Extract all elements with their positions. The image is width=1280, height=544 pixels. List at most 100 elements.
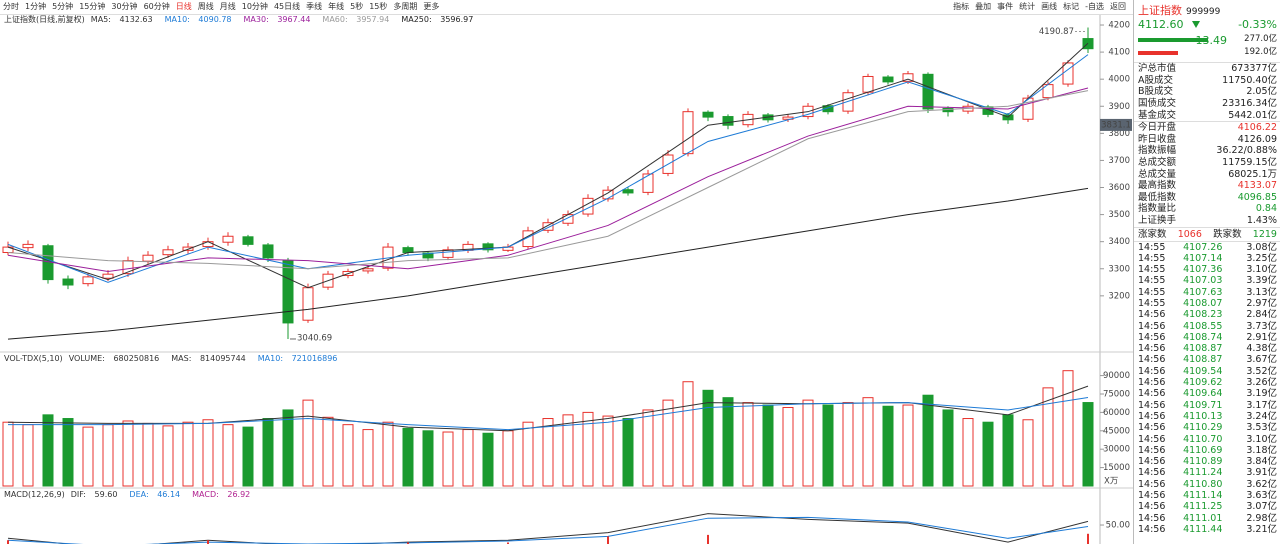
candle-body [262, 244, 274, 259]
tool-button[interactable]: 返回 [1110, 2, 1126, 11]
stat-row: 基金成交 5442.01亿 [1134, 110, 1280, 122]
volume-bar [22, 424, 34, 487]
tool-button[interactable]: -自选 [1085, 2, 1104, 11]
y-tick-label: 45000 [1103, 426, 1130, 436]
tick-price: 4109.64 [1183, 388, 1223, 400]
stat-label: 最低指数 [1138, 191, 1177, 203]
legend-entry: MAS 814095744 [171, 354, 252, 363]
candle-body [982, 106, 994, 115]
volume-bar [662, 399, 674, 487]
tick-time: 14:56 [1138, 399, 1166, 411]
volume-bar [362, 429, 374, 487]
candle-body [722, 116, 734, 126]
period-tab[interactable]: 更多 [423, 2, 440, 11]
period-tab[interactable]: 分时 [3, 2, 19, 11]
stat-value: 11750.40亿 [1222, 74, 1277, 86]
period-tab[interactable]: 多周期 [393, 2, 418, 11]
period-tab[interactable]: 30分钟 [111, 2, 138, 11]
legend-name: MA10 [165, 15, 193, 24]
index-code: 999999 [1186, 7, 1221, 17]
stat-value: 23316.34亿 [1222, 97, 1277, 109]
candle-body [162, 249, 174, 256]
flow-value: 277.0亿 [1244, 34, 1277, 44]
volume-bar [1002, 414, 1014, 487]
trade-tick-row: 14:56 4110.80 3.62亿 [1134, 479, 1280, 490]
legend-entry: VOLUME 680250816 [69, 354, 166, 363]
tick-time: 14:56 [1138, 320, 1166, 332]
stat-value: 673377亿 [1231, 63, 1277, 75]
stat-label: 沪总市值 [1138, 63, 1177, 75]
volume-legend: VOL-TDX(5,10) VOLUME 680250816 MAS 814095744… [4, 354, 349, 363]
volume-bar [342, 424, 354, 487]
legend-value: 721016896 [291, 354, 338, 363]
period-tab[interactable]: 周线 [197, 2, 214, 11]
stat-label: 总成交量 [1138, 168, 1177, 180]
legend-name: MACD [192, 490, 221, 499]
tick-price: 4110.89 [1183, 456, 1223, 468]
trade-tick-row: 14:56 4108.87 3.67亿 [1134, 354, 1280, 365]
tick-time: 14:56 [1138, 410, 1166, 422]
change: -13.49 [1191, 17, 1231, 47]
stat-value: 68025.1万 [1228, 168, 1277, 180]
tool-button[interactable]: 画线 [1041, 2, 1058, 11]
tick-price: 4110.80 [1183, 478, 1223, 490]
candle-body [482, 243, 494, 251]
tick-price: 4109.71 [1183, 399, 1223, 411]
period-tab[interactable]: 60分钟 [143, 2, 170, 11]
stat-label: A股成交 [1138, 74, 1173, 86]
candle-body [882, 76, 894, 83]
volume-bar [62, 418, 74, 487]
tick-time: 14:56 [1138, 490, 1166, 502]
tool-button[interactable]: 标记 [1063, 2, 1080, 11]
volume-bar [262, 418, 274, 487]
macd-bar [607, 536, 609, 544]
stat-row: A股成交 11750.40亿 [1134, 75, 1280, 87]
stat-label: 今日开盘 [1138, 122, 1177, 134]
period-tab[interactable]: 15秒 [369, 2, 388, 11]
trade-tick-row: 14:56 4111.01 2.98亿 [1134, 513, 1280, 524]
volume-bar [542, 418, 554, 487]
price-panel: 4190.87 3040.69 [2, 27, 1094, 343]
stat-row: 总成交额 11759.15亿 [1134, 157, 1280, 169]
flow-value: 192.0亿 [1244, 46, 1277, 57]
tick-time: 14:56 [1138, 467, 1166, 479]
tick-volume: 3.63亿 [1246, 490, 1277, 502]
volume-bar [682, 381, 694, 487]
period-tab[interactable]: 日线 [175, 2, 192, 11]
period-tab[interactable]: 月线 [219, 2, 236, 11]
tick-volume: 3.39亿 [1246, 275, 1277, 287]
period-tab[interactable]: 5分钟 [52, 2, 74, 11]
period-tab[interactable]: 10分钟 [241, 2, 268, 11]
period-tab[interactable]: 1分钟 [25, 2, 47, 11]
tool-button[interactable]: 叠加 [975, 2, 992, 11]
trade-tick-row: 14:55 4107.26 3.08亿 [1134, 242, 1280, 253]
tool-button[interactable]: 统计 [1019, 2, 1036, 11]
tick-volume: 2.91亿 [1246, 331, 1277, 343]
tick-time: 14:56 [1138, 523, 1166, 535]
tick-volume: 2.84亿 [1246, 309, 1277, 321]
decline-label: 跌家数 [1213, 228, 1242, 240]
volume-bar [282, 409, 294, 487]
period-tab[interactable]: 5秒 [350, 2, 364, 11]
flow-row: 277.0亿 [1134, 34, 1280, 46]
stat-row: 最低指数 4096.85 [1134, 192, 1280, 204]
period-tab[interactable]: 45日线 [273, 2, 301, 11]
period-tab[interactable]: 季线 [306, 2, 323, 11]
legend-entry: DEA 46.14 [129, 490, 186, 499]
candle-body [282, 260, 294, 324]
tool-button[interactable]: 事件 [997, 2, 1014, 11]
y-tick-label: 3900 [1108, 102, 1130, 112]
volume-bar [1082, 402, 1094, 487]
tick-volume: 3.17亿 [1246, 399, 1277, 411]
period-tab[interactable]: 15分钟 [79, 2, 106, 11]
tick-time: 14:55 [1138, 241, 1166, 253]
period-tab[interactable]: 年线 [328, 2, 345, 11]
tick-price: 4111.25 [1183, 501, 1223, 513]
unit-label: X万 [1104, 477, 1118, 487]
stat-value: 5442.01亿 [1228, 109, 1277, 121]
legend-value: 59.60 [94, 490, 118, 499]
legend-name: MA60 [322, 15, 350, 24]
tool-button[interactable]: 指标 [953, 2, 970, 11]
tick-price: 4107.63 [1183, 286, 1223, 298]
